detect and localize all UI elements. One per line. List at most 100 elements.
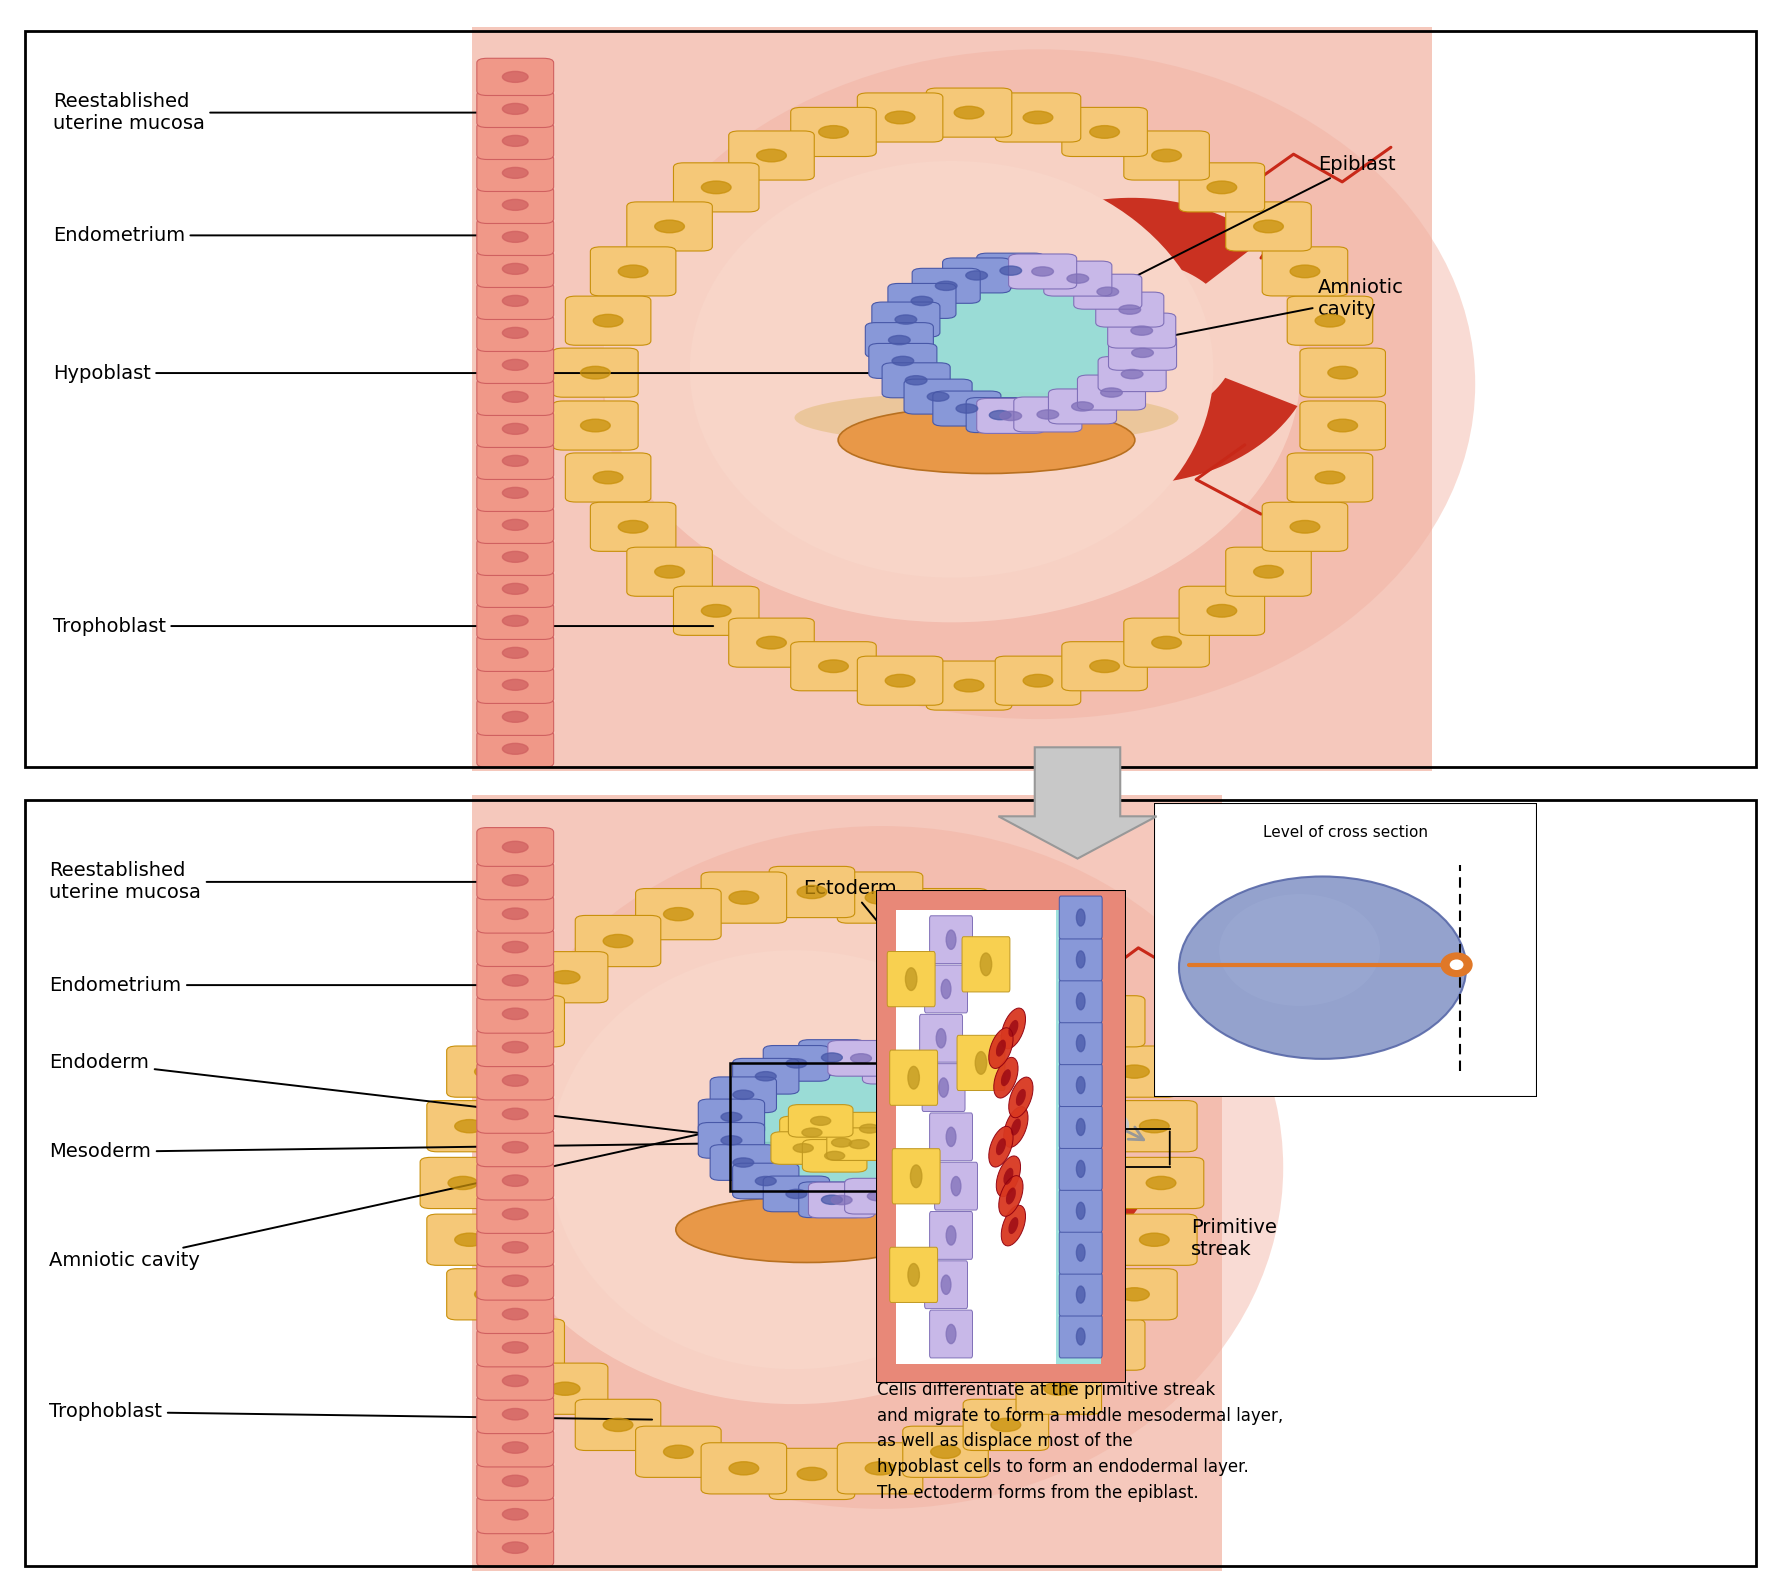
FancyBboxPatch shape	[1299, 348, 1385, 398]
FancyBboxPatch shape	[929, 1113, 972, 1161]
FancyBboxPatch shape	[1107, 335, 1177, 370]
Circle shape	[502, 391, 529, 402]
Text: Ectoderm: Ectoderm	[803, 879, 972, 1037]
FancyBboxPatch shape	[965, 398, 1034, 432]
FancyBboxPatch shape	[477, 1161, 554, 1200]
Circle shape	[655, 566, 684, 579]
Circle shape	[701, 181, 730, 194]
Circle shape	[865, 890, 894, 905]
FancyBboxPatch shape	[1059, 1274, 1102, 1317]
Circle shape	[927, 393, 949, 401]
Circle shape	[895, 315, 917, 324]
Circle shape	[792, 1143, 813, 1153]
Circle shape	[904, 968, 917, 991]
Circle shape	[1152, 149, 1180, 162]
Circle shape	[904, 375, 926, 385]
Circle shape	[580, 366, 611, 378]
Circle shape	[910, 1165, 922, 1188]
Text: Hypoblast: Hypoblast	[53, 364, 918, 383]
FancyBboxPatch shape	[764, 1177, 829, 1212]
FancyBboxPatch shape	[1043, 261, 1111, 296]
Circle shape	[801, 1127, 822, 1137]
FancyBboxPatch shape	[477, 1461, 554, 1501]
Circle shape	[851, 1054, 870, 1064]
Circle shape	[990, 410, 1011, 420]
Circle shape	[951, 1177, 961, 1196]
Circle shape	[603, 935, 632, 948]
FancyBboxPatch shape	[477, 1294, 554, 1334]
FancyBboxPatch shape	[1107, 313, 1175, 348]
FancyBboxPatch shape	[1225, 547, 1310, 596]
Text: Reestablished
uterine mucosa: Reestablished uterine mucosa	[53, 92, 520, 134]
FancyBboxPatch shape	[890, 1049, 936, 1105]
Circle shape	[502, 1242, 529, 1253]
Circle shape	[507, 1014, 536, 1027]
Circle shape	[797, 1468, 826, 1480]
Circle shape	[999, 266, 1022, 275]
Circle shape	[454, 1119, 484, 1132]
FancyBboxPatch shape	[865, 323, 933, 358]
FancyBboxPatch shape	[477, 634, 554, 671]
FancyBboxPatch shape	[477, 1194, 554, 1234]
FancyBboxPatch shape	[904, 378, 972, 413]
Circle shape	[1314, 315, 1344, 328]
Circle shape	[1328, 420, 1356, 432]
Circle shape	[732, 1091, 753, 1099]
Circle shape	[732, 1158, 753, 1167]
Ellipse shape	[740, 1065, 942, 1192]
Circle shape	[1089, 660, 1120, 673]
Ellipse shape	[794, 391, 1178, 444]
FancyBboxPatch shape	[477, 698, 554, 736]
Ellipse shape	[1000, 1205, 1025, 1247]
Circle shape	[954, 107, 983, 119]
Circle shape	[502, 296, 529, 307]
FancyBboxPatch shape	[1073, 273, 1141, 308]
FancyBboxPatch shape	[477, 59, 554, 95]
Ellipse shape	[481, 900, 1107, 1404]
FancyBboxPatch shape	[1059, 1189, 1102, 1232]
Text: Amniotic cavity: Amniotic cavity	[50, 1126, 739, 1270]
FancyBboxPatch shape	[911, 1083, 977, 1118]
Circle shape	[502, 520, 529, 531]
Circle shape	[502, 647, 529, 658]
Circle shape	[502, 1075, 529, 1086]
FancyBboxPatch shape	[771, 1132, 835, 1164]
Circle shape	[999, 412, 1022, 420]
Ellipse shape	[1178, 876, 1465, 1059]
Circle shape	[502, 552, 529, 563]
Circle shape	[1121, 369, 1143, 378]
FancyBboxPatch shape	[886, 951, 934, 1006]
FancyBboxPatch shape	[933, 391, 1000, 426]
Circle shape	[1075, 1076, 1084, 1094]
Circle shape	[1022, 674, 1052, 687]
Circle shape	[1072, 402, 1093, 412]
Circle shape	[940, 1275, 951, 1294]
Ellipse shape	[689, 161, 1212, 577]
Circle shape	[1328, 366, 1356, 378]
Circle shape	[502, 423, 529, 434]
Polygon shape	[943, 197, 1298, 485]
FancyBboxPatch shape	[1059, 1105, 1102, 1148]
FancyBboxPatch shape	[477, 666, 554, 703]
Circle shape	[593, 471, 623, 483]
FancyBboxPatch shape	[1059, 938, 1102, 981]
Circle shape	[1031, 267, 1052, 277]
Circle shape	[956, 404, 977, 413]
Text: Trophoblast: Trophoblast	[50, 1402, 651, 1421]
FancyArrow shape	[999, 747, 1155, 859]
FancyBboxPatch shape	[790, 642, 876, 690]
Circle shape	[502, 328, 529, 339]
Circle shape	[1075, 1035, 1084, 1051]
FancyBboxPatch shape	[872, 302, 940, 337]
FancyBboxPatch shape	[1077, 375, 1145, 410]
FancyBboxPatch shape	[728, 619, 813, 668]
Circle shape	[502, 711, 529, 722]
Circle shape	[942, 1118, 963, 1127]
Circle shape	[911, 296, 933, 305]
Ellipse shape	[988, 1126, 1013, 1167]
FancyBboxPatch shape	[635, 1426, 721, 1477]
Ellipse shape	[1000, 1008, 1025, 1049]
Circle shape	[502, 1108, 529, 1119]
FancyBboxPatch shape	[1015, 1363, 1102, 1415]
FancyBboxPatch shape	[477, 1328, 554, 1367]
